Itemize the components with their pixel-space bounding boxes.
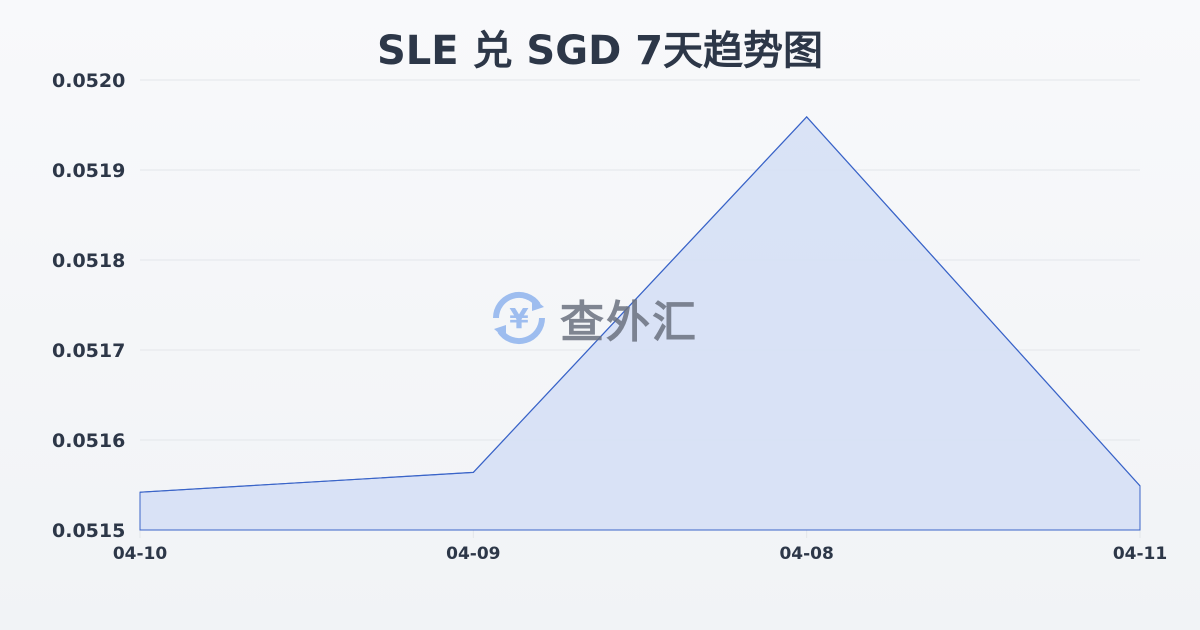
y-tick-label: 0.0517	[52, 340, 125, 362]
yen-symbol: ¥	[509, 302, 529, 335]
watermark: ¥ 查外汇	[488, 286, 698, 350]
y-tick-label: 0.0518	[52, 250, 125, 272]
data-point	[472, 471, 474, 473]
watermark-text: 查外汇	[560, 297, 698, 348]
x-tick-label: 04-10	[113, 544, 168, 564]
currency-exchange-icon: ¥	[492, 291, 546, 345]
data-point	[806, 116, 808, 118]
y-tick-label: 0.0520	[52, 70, 125, 92]
chart-title: SLE 兑 SGD 7天趋势图	[376, 28, 824, 74]
y-tick-label: 0.0519	[52, 160, 125, 182]
series-line	[139, 116, 1141, 493]
y-tick-label: 0.0515	[52, 520, 125, 542]
x-tick-label: 04-09	[446, 544, 500, 564]
x-tick-label: 04-11	[1113, 544, 1167, 564]
x-tick-label: 04-08	[779, 544, 833, 564]
y-tick-label: 0.0516	[52, 430, 125, 452]
data-point	[1139, 485, 1141, 487]
data-point	[139, 491, 141, 493]
